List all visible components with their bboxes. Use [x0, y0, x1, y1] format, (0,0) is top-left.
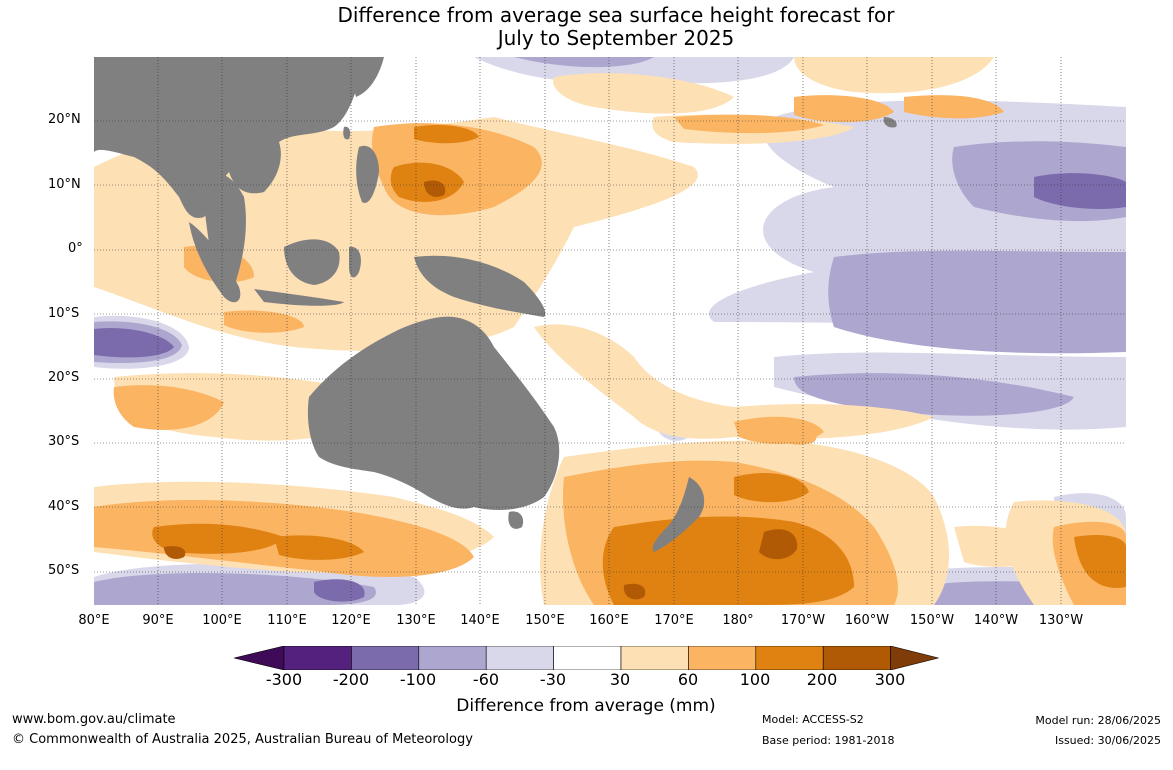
colorbar-tick: -100 [399, 670, 437, 689]
sumatra [189, 222, 241, 303]
copyright-text: © Commonwealth of Australia 2025, Austra… [12, 732, 473, 747]
lat-label-30s: 30°S [48, 434, 80, 449]
base-period: Base period: 1981-2018 [762, 734, 895, 747]
lon-label-90e: 90°E [142, 613, 174, 628]
colorbar-cell [418, 646, 487, 670]
colorbar-tick: -300 [265, 670, 303, 689]
colorbar-extend-low [234, 646, 285, 670]
colorbar-tick: 300 [874, 670, 906, 689]
asia-landmass [94, 57, 364, 218]
lat-label-0: 0° [68, 241, 83, 256]
colorbar-cell [620, 646, 689, 670]
colorbar-tick: -30 [539, 670, 567, 689]
lon-label-110e: 110°E [267, 613, 307, 628]
new-guinea [414, 255, 546, 317]
colorbar-cell [283, 646, 352, 670]
colorbar-cell [485, 646, 554, 670]
lon-label-100e: 100°E [202, 613, 242, 628]
graticule [94, 57, 1126, 605]
colorbar-tick: -200 [332, 670, 370, 689]
lat-label-50s: 50°S [48, 563, 80, 578]
colorbar-tick: 200 [806, 670, 838, 689]
lat-label-20s: 20°S [48, 370, 80, 385]
lon-label-130w: 130°W [1038, 613, 1084, 628]
colorbar-cell [351, 646, 420, 670]
lon-label-150w: 150°W [909, 613, 955, 628]
taiwan [343, 126, 351, 140]
lon-label-120e: 120°E [331, 613, 371, 628]
website-link[interactable]: www.bom.gov.au/climate [12, 712, 176, 727]
lon-label-170w: 170°W [780, 613, 826, 628]
java [254, 289, 344, 306]
sulawesi [349, 246, 361, 278]
hawaii [883, 117, 897, 128]
model-run-date: Model run: 28/06/2025 [1035, 714, 1161, 727]
positive-anomaly-darkest [164, 180, 798, 600]
colorbar-extend-high [890, 646, 939, 670]
lon-label-160e: 160°E [589, 613, 629, 628]
lat-label-10n: 10°N [48, 177, 81, 192]
japan [349, 57, 384, 97]
new-zealand [652, 477, 705, 552]
title-line-1: Difference from average sea surface heig… [337, 3, 895, 27]
chart-title: Difference from average sea surface heig… [0, 4, 1173, 50]
lat-label-20n: 20°N [48, 112, 81, 127]
colorbar-cell [553, 646, 622, 670]
model-name: Model: ACCESS-S2 [762, 713, 864, 726]
borneo [284, 239, 340, 285]
colorbar-cell [822, 646, 891, 670]
lon-label-170e: 170°E [654, 613, 694, 628]
lon-label-150e: 150°E [525, 613, 565, 628]
issued-date: Issued: 30/06/2025 [1054, 734, 1161, 747]
colorbar-tick: -60 [472, 670, 500, 689]
philippines [356, 145, 379, 203]
lat-label-10s: 10°S [48, 306, 80, 321]
lat-label-40s: 40°S [48, 499, 80, 514]
lon-label-140e: 140°E [460, 613, 500, 628]
colorbar-title: Difference from average (mm) [456, 696, 716, 716]
sea-surface-height-map [94, 57, 1126, 605]
tasmania [508, 511, 524, 529]
colorbar-cell [755, 646, 824, 670]
lon-label-160w: 160°W [844, 613, 890, 628]
australia [307, 316, 560, 510]
title-line-2: July to September 2025 [497, 26, 735, 50]
lon-label-80e: 80°E [78, 613, 110, 628]
colorbar-tick: 100 [739, 670, 771, 689]
colorbar-tick: 60 [677, 670, 699, 689]
lon-label-140w: 140°W [973, 613, 1019, 628]
colorbar-tick: 30 [609, 670, 631, 689]
colorbar [234, 646, 939, 670]
lon-label-180: 180° [722, 613, 754, 628]
colorbar-cell [688, 646, 757, 670]
lon-label-130e: 130°E [396, 613, 436, 628]
land-masses [94, 57, 897, 552]
